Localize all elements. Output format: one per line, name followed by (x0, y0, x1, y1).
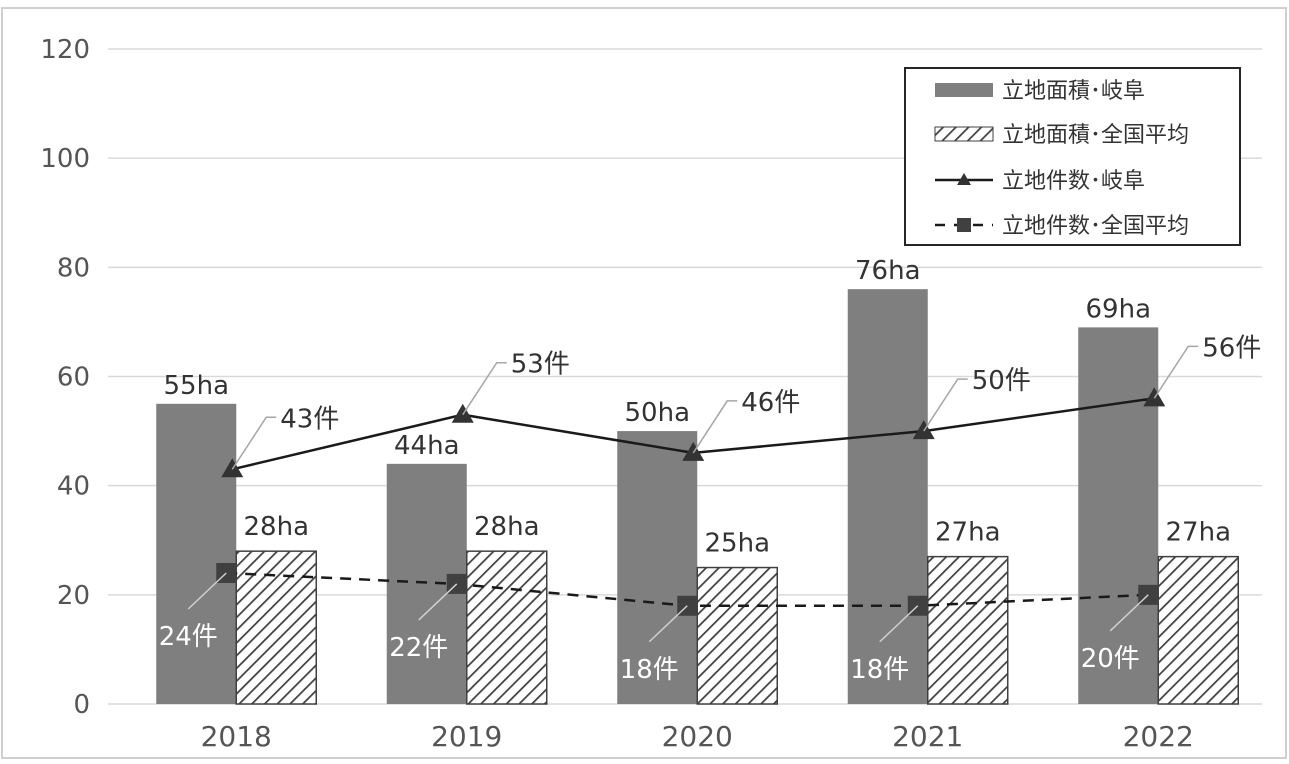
y-tick-label: 40 (57, 472, 90, 502)
data-label-national-count: 24件 (159, 622, 218, 652)
y-tick-label: 80 (57, 253, 90, 283)
leader-line (1109, 594, 1149, 632)
data-label-national-count: 22件 (389, 633, 448, 663)
leader-line (879, 605, 919, 643)
bar-gifu-area (1078, 327, 1159, 704)
leader-line (1153, 345, 1199, 399)
x-axis: 2018 2019 2020 2021 2022 (201, 720, 1194, 753)
marker-gifu-count (682, 441, 705, 461)
data-label-gifu-count: 50件 (972, 366, 1031, 396)
leader-line (923, 378, 968, 432)
leader-line (187, 572, 227, 610)
data-label-national-count: 20件 (1081, 644, 1140, 674)
x-tick-label: 2021 (892, 720, 963, 753)
y-tick-label: 120 (40, 35, 90, 65)
y-tick-label: 0 (73, 690, 90, 720)
data-label-national-area: 28ha (474, 512, 540, 542)
y-axis: 0 20 40 60 80 100 120 (40, 35, 90, 720)
leader-line (418, 583, 458, 621)
data-label-gifu-count: 46件 (741, 388, 800, 418)
data-label-gifu-count: 56件 (1202, 333, 1261, 363)
data-label-gifu-area: 76ha (855, 256, 921, 286)
data-label-national-area: 27ha (1166, 518, 1232, 548)
data-labels: 55ha 28ha 44ha 28ha 50ha 25ha 76ha 27ha 69ha 27ha… (159, 256, 1262, 685)
data-label-gifu-area: 69ha (1086, 294, 1152, 324)
bar-national-area (1157, 555, 1239, 705)
legend-swatch-gifu-count-marker (957, 173, 971, 185)
bar-national-area (927, 555, 1009, 705)
bar-gifu-area (847, 289, 928, 704)
data-label-national-area: 28ha (244, 512, 310, 542)
y-tick-label: 20 (57, 581, 90, 611)
bars (156, 289, 1239, 705)
y-tick-label: 100 (40, 144, 90, 174)
marker-gifu-count (1143, 387, 1166, 407)
leader-line (692, 400, 738, 454)
data-label-national-area: 27ha (935, 518, 1001, 548)
leader-line (462, 361, 507, 416)
bar-national-area (466, 550, 548, 705)
data-label-gifu-area: 44ha (394, 431, 460, 461)
x-tick-label: 2018 (201, 720, 272, 753)
leader-line (648, 605, 688, 643)
bar-national-area (696, 566, 778, 705)
data-label-national-area: 25ha (705, 529, 771, 559)
data-label-national-count: 18件 (620, 655, 679, 685)
legend-label: 立地面積･岐阜 (1002, 79, 1145, 104)
bar-gifu-area (156, 403, 237, 704)
leader-line (231, 416, 277, 470)
legend-label: 立地件数･全国平均 (1002, 214, 1189, 239)
x-tick-label: 2019 (431, 720, 502, 753)
legend-swatch-national-area (934, 126, 994, 142)
legend-box (904, 67, 1241, 246)
y-tick-label: 60 (57, 363, 90, 393)
marker-gifu-count (451, 403, 474, 423)
legend-label: 立地件数･岐阜 (1002, 169, 1145, 194)
data-label-national-count: 18件 (850, 655, 909, 685)
legend-swatch-national-count-marker (957, 218, 971, 232)
legend-label: 立地面積･全国平均 (1002, 123, 1189, 148)
x-tick-label: 2020 (662, 720, 733, 753)
x-tick-label: 2022 (1123, 720, 1194, 753)
marker-gifu-count (912, 420, 935, 440)
bar-gifu-area (617, 431, 698, 704)
marker-gifu-count (221, 458, 244, 478)
data-label-gifu-count: 43件 (280, 404, 339, 434)
data-label-gifu-area: 50ha (625, 398, 691, 428)
legend-swatch-gifu-area (935, 83, 993, 97)
data-label-gifu-area: 55ha (164, 371, 230, 401)
data-label-gifu-count: 53件 (511, 350, 570, 380)
